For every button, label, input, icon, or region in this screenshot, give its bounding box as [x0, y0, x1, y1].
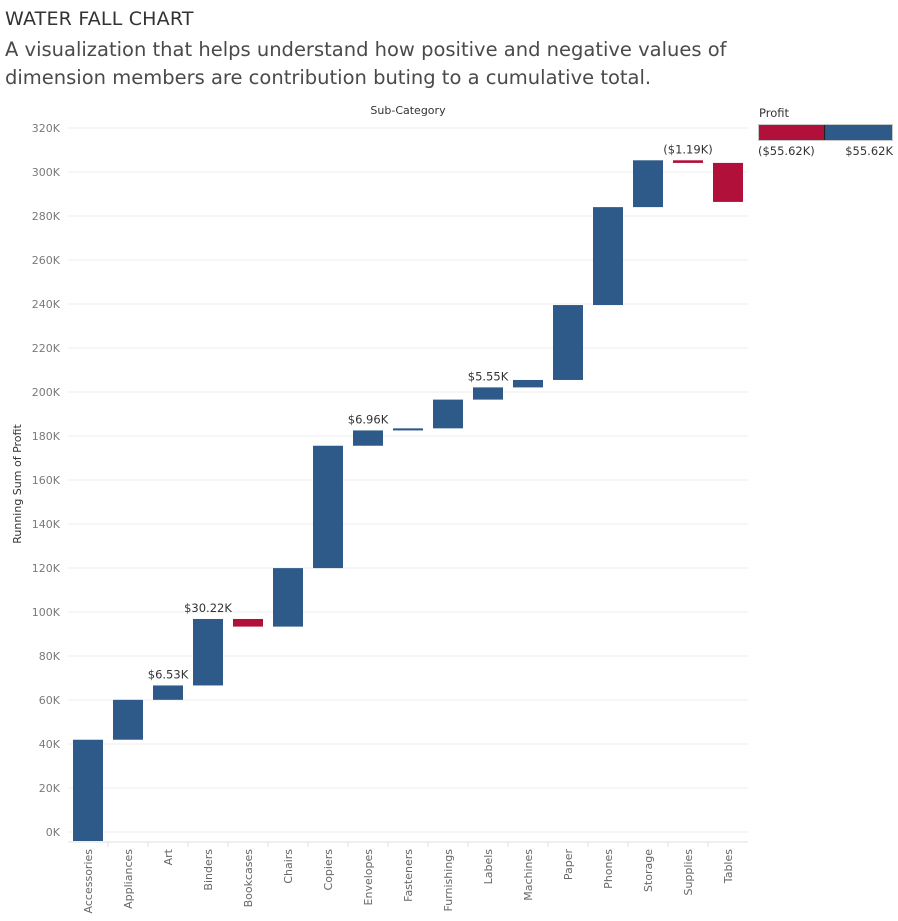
- bar-machines[interactable]: [513, 379, 543, 388]
- x-category-label: Tables: [722, 849, 735, 884]
- x-category-label: Art: [162, 848, 175, 865]
- data-labels: $6.53K $30.22K $6.96K $5.55K ($1.19K): [148, 142, 713, 681]
- y-tick-label: 20K: [39, 782, 61, 795]
- y-tick-label: 60K: [39, 694, 61, 707]
- bar-fasteners[interactable]: [393, 428, 423, 431]
- y-tick-label: 40K: [39, 738, 61, 751]
- x-category-label: Furnishings: [442, 849, 455, 912]
- x-category-label: Appliances: [122, 849, 135, 909]
- x-category-label: Bookcases: [242, 849, 255, 908]
- bar-furnishings[interactable]: [433, 399, 463, 429]
- y-tick-label: 260K: [32, 254, 61, 267]
- y-tick-label: 180K: [32, 430, 61, 443]
- x-axis-title: Sub-Category: [370, 104, 446, 117]
- x-category-label: Binders: [202, 849, 215, 891]
- x-category-label: Envelopes: [362, 849, 375, 906]
- y-tick-label: 240K: [32, 298, 61, 311]
- bar-chairs[interactable]: [273, 568, 303, 627]
- x-axis-categories: Accessories Appliances Art Binders Bookcases…: [82, 848, 735, 913]
- y-axis-ticks: 0K 20K 40K 60K 80K 100K 120K 140K 160K 180K 200K 22…: [32, 122, 61, 839]
- bar-copiers[interactable]: [313, 445, 343, 569]
- x-category-label: Copiers: [322, 849, 335, 891]
- y-tick-label: 280K: [32, 210, 61, 223]
- y-tick-label: 100K: [32, 606, 61, 619]
- bar-art[interactable]: [153, 685, 183, 700]
- profit-legend[interactable]: Profit ($55.62K) $55.62K: [758, 106, 896, 158]
- bar-appliances[interactable]: [113, 699, 143, 740]
- bar-tables[interactable]: [713, 162, 743, 202]
- bar-storage[interactable]: [633, 160, 663, 208]
- data-label: $5.55K: [468, 369, 509, 383]
- x-category-label: Storage: [642, 849, 655, 892]
- y-tick-label: 200K: [32, 386, 61, 399]
- x-category-label: Labels: [482, 849, 495, 885]
- bar-bookcases[interactable]: [233, 618, 263, 627]
- chart-title: WATER FALL CHART: [5, 8, 194, 30]
- x-category-label: Phones: [602, 849, 615, 889]
- data-label: $6.53K: [148, 667, 189, 681]
- bar-paper[interactable]: [553, 305, 583, 380]
- x-category-label: Machines: [522, 849, 535, 901]
- gridlines: [68, 127, 748, 847]
- x-category-label: Chairs: [282, 849, 295, 884]
- bar-accessories[interactable]: [73, 739, 103, 841]
- y-axis-title: Running Sum of Profit: [11, 424, 24, 544]
- legend-color-ramp[interactable]: [758, 124, 893, 141]
- y-tick-label: 140K: [32, 518, 61, 531]
- bar-supplies[interactable]: [673, 160, 703, 163]
- y-tick-label: 220K: [32, 342, 61, 355]
- bar-envelopes[interactable]: [353, 430, 383, 446]
- legend-title: Profit: [759, 106, 789, 120]
- bar-labels[interactable]: [473, 387, 503, 400]
- chart-subtitle: A visualization that helps understand ho…: [5, 38, 727, 89]
- legend-max-label: $55.62K: [845, 144, 893, 158]
- y-tick-label: 320K: [32, 122, 61, 135]
- y-tick-label: 80K: [39, 650, 61, 663]
- data-label: $6.96K: [348, 412, 389, 426]
- bar-phones[interactable]: [593, 207, 623, 306]
- bars[interactable]: [73, 160, 743, 841]
- bar-binders[interactable]: [193, 618, 223, 686]
- y-tick-label: 160K: [32, 474, 61, 487]
- x-category-label: Accessories: [82, 849, 95, 914]
- x-category-label: Paper: [562, 849, 575, 881]
- x-category-label: Fasteners: [402, 849, 415, 902]
- y-tick-label: 300K: [32, 166, 61, 179]
- y-tick-label: 120K: [32, 562, 61, 575]
- legend-min-label: ($55.62K): [758, 144, 815, 158]
- data-label: ($1.19K): [663, 142, 712, 156]
- x-category-label: Supplies: [682, 849, 695, 896]
- data-label: $30.22K: [184, 601, 232, 615]
- y-tick-label: 0K: [46, 826, 61, 839]
